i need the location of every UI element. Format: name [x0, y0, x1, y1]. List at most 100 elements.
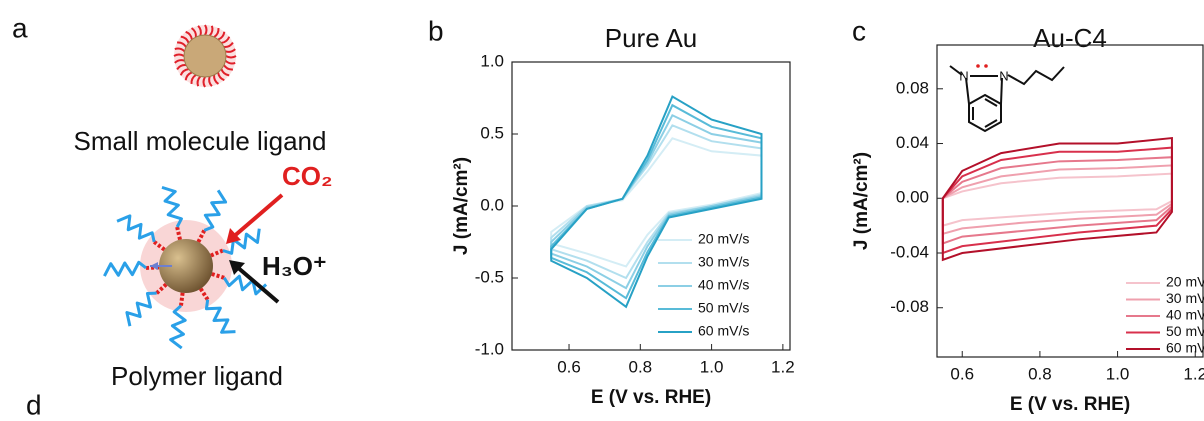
ligand: [217, 31, 226, 41]
polymer-chain: [161, 185, 183, 228]
x-axis-title: E (V vs. RHE): [591, 387, 711, 408]
polymer-ligand-label: Polymer ligand: [111, 361, 283, 391]
legend-label: 40 mV/s: [1166, 307, 1204, 323]
ligands: [173, 24, 237, 88]
ligand: [197, 25, 202, 36]
short-ligand: [152, 240, 166, 252]
molecule: [949, 64, 1065, 133]
arrowhead: [229, 260, 245, 275]
cv-curve: [550, 95, 763, 309]
bond: [949, 65, 1065, 86]
x-tick-label: 1.2: [771, 357, 795, 376]
short-ligand: [196, 229, 207, 243]
x-tick-label: 0.6: [950, 364, 974, 383]
polymer-chain: [204, 299, 236, 334]
polymer-particle: [103, 185, 268, 350]
polymer-chain: [125, 291, 157, 327]
short-ligand: [155, 282, 168, 295]
y-tick-label: -1.0: [475, 339, 504, 358]
ligand: [223, 64, 234, 71]
ligand: [174, 47, 186, 53]
cv-curve: [941, 172, 1173, 227]
short-ligand: [179, 292, 185, 306]
ligand: [225, 55, 237, 59]
ligand: [221, 36, 231, 44]
bond: [984, 98, 998, 107]
ligand: [202, 76, 206, 88]
panel-label: a: [12, 12, 28, 43]
y-tick-label: 0.04: [896, 133, 929, 152]
y-tick-label: 0.5: [480, 123, 504, 142]
polymer-chain: [203, 189, 228, 232]
ligand: [208, 25, 214, 37]
legend-label: 50 mV/s: [1166, 323, 1204, 339]
legend-label: 60 mV/s: [1166, 340, 1204, 356]
y-tick-label: -0.5: [475, 267, 504, 286]
y-axis-title: J (mA/cm²): [451, 157, 472, 255]
panel-a: a Small molecule ligand CO₂ H₃O⁺ Polymer…: [12, 12, 333, 420]
y-tick-label: 0.00: [896, 188, 929, 207]
y-tick-label: 0.0: [480, 195, 504, 214]
arrowhead: [150, 262, 158, 270]
ligand: [179, 68, 189, 76]
panel-label: d: [26, 389, 42, 420]
x-tick-label: 0.6: [557, 357, 581, 376]
small-ligand-label: Small molecule ligand: [74, 126, 327, 156]
ligand: [217, 72, 225, 82]
x-tick-label: 1.2: [1183, 364, 1204, 383]
ligand: [185, 30, 193, 40]
short-ligand: [210, 248, 224, 258]
bond: [965, 75, 1003, 105]
y-tick-label: 0.08: [896, 78, 929, 97]
ligand: [224, 59, 236, 65]
polymer-chain: [222, 274, 268, 296]
co2-label: CO₂: [282, 161, 333, 191]
short-ligand: [198, 287, 210, 301]
short-ligand: [211, 272, 225, 280]
atom-label: N: [959, 68, 968, 83]
short-ligand: [175, 226, 182, 241]
x-tick-label: 0.8: [1028, 364, 1052, 383]
legend-label: 30 mV/s: [698, 254, 749, 270]
legend-label: 50 mV/s: [698, 300, 749, 316]
x-axis-title: E (V vs. RHE): [1010, 394, 1130, 415]
legend-label: 60 mV/s: [698, 323, 749, 339]
x-tick-label: 1.0: [1106, 364, 1130, 383]
ligand: [184, 71, 193, 81]
bond: [984, 119, 998, 128]
ligand: [174, 59, 185, 64]
atom-label: N: [999, 68, 1008, 83]
ligand: [173, 53, 185, 57]
panel-label: c: [852, 15, 866, 46]
h3o-label: H₃O⁺: [262, 251, 327, 281]
ligand: [220, 68, 230, 77]
legend-label: 40 mV/s: [698, 277, 749, 293]
small-ligand-particle: [173, 24, 237, 88]
lone-pair: [984, 64, 988, 68]
y-tick-label: -0.08: [890, 297, 929, 316]
polymer-chain: [169, 304, 187, 350]
ligand: [223, 41, 234, 48]
ligand: [213, 27, 220, 38]
x-tick-label: 1.0: [700, 357, 724, 376]
legend-label: 20 mV/s: [1166, 274, 1204, 290]
legend-label: 20 mV/s: [698, 231, 749, 247]
y-axis-title: J (mA/cm²): [851, 152, 872, 250]
cv-curve: [941, 136, 1173, 262]
polymer-chain: [222, 228, 261, 255]
ligands: [103, 185, 268, 350]
panel-label: b: [428, 15, 444, 46]
ligand: [190, 74, 197, 85]
plot-frame: [936, 44, 1204, 358]
x-tick-label: 0.8: [628, 357, 652, 376]
chart-title: Pure Au: [605, 23, 698, 53]
arrowhead: [226, 228, 241, 244]
ligand: [213, 74, 220, 85]
polymer-chain: [116, 214, 156, 243]
gold-core: [159, 239, 213, 293]
ligand: [196, 75, 202, 87]
lone-pair: [976, 64, 980, 68]
y-tick-label: -0.04: [890, 242, 929, 261]
y-tick-label: 1.0: [480, 51, 504, 70]
